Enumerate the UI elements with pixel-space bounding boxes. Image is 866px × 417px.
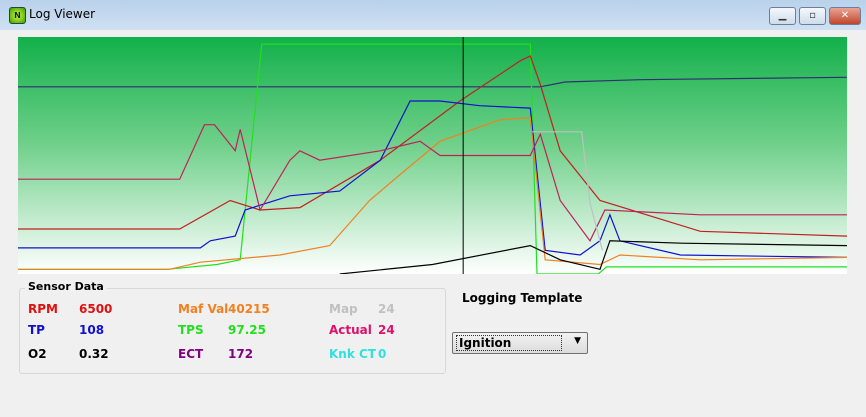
sensor-data-title: Sensor Data	[25, 280, 107, 293]
series-line-5	[18, 124, 847, 242]
sensor-value: 0.32	[79, 347, 109, 361]
close-icon: ✕	[840, 10, 850, 21]
close-button[interactable]: ✕	[829, 7, 861, 25]
sensor-label: RPM	[28, 302, 58, 316]
series-line-6	[532, 131, 603, 251]
minimize-icon: ▁	[778, 10, 787, 21]
series-line-0	[18, 76, 847, 88]
sensor-label: ECT	[178, 347, 204, 361]
minimize-button[interactable]: ▁	[769, 7, 796, 25]
title-bar[interactable]: N Log Viewer ▁ ▫ ✕	[0, 0, 866, 30]
series-line-1	[18, 43, 847, 274]
sensor-value: 172	[228, 347, 254, 361]
sensor-label: TP	[28, 323, 45, 337]
logging-template-select[interactable]: Ignition ▼	[452, 332, 588, 354]
sensor-label: O2	[28, 347, 47, 361]
sensor-value: 6500	[79, 302, 113, 316]
series-line-4	[18, 116, 847, 270]
sensor-value: 24	[378, 323, 395, 337]
app-logo-icon: N	[9, 7, 26, 24]
sensor-value: 0	[378, 347, 387, 361]
sensor-label: Actual	[329, 323, 372, 337]
sensor-value: 24	[378, 302, 395, 316]
chevron-down-icon: ▼	[574, 336, 581, 346]
series-line-3	[18, 100, 847, 258]
chart-background	[18, 37, 847, 274]
sensor-data-group	[19, 288, 446, 374]
log-chart[interactable]	[18, 37, 847, 274]
logging-template-value: Ignition	[456, 335, 562, 351]
sensor-label: Maf Val	[178, 302, 229, 316]
sensor-value: 97.25	[228, 323, 266, 337]
sensor-value: 108	[79, 323, 105, 337]
restore-button[interactable]: ▫	[799, 7, 826, 25]
series-line-7	[339, 240, 847, 274]
sensor-label: Knk CT	[329, 347, 376, 361]
sensor-label: Map	[329, 302, 358, 316]
sensor-label: TPS	[178, 323, 204, 337]
sensor-value: 40215	[228, 302, 270, 316]
window-title: Log Viewer	[29, 7, 96, 21]
series-line-2	[18, 55, 847, 237]
restore-icon: ▫	[809, 10, 816, 21]
logging-template-label: Logging Template	[462, 291, 583, 305]
